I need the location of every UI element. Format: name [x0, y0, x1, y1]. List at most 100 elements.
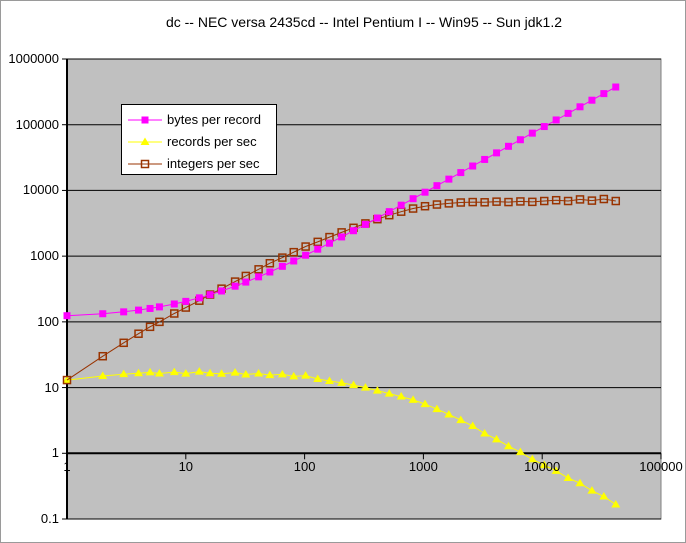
data-point-marker — [145, 322, 155, 332]
data-point-marker — [337, 378, 347, 386]
legend-marker-shape — [140, 159, 150, 168]
legend-label-bytes-per-record: bytes per record — [167, 112, 261, 127]
data-point-marker — [265, 258, 275, 268]
data-point-marker — [408, 204, 418, 213]
data-point-marker — [254, 265, 263, 274]
data-point-marker — [492, 197, 501, 206]
data-point-marker — [373, 214, 381, 222]
data-point-marker — [504, 197, 513, 207]
data-point-marker — [360, 383, 370, 391]
data-point-marker — [384, 389, 394, 397]
data-point-marker — [217, 369, 227, 377]
data-point-marker — [468, 421, 478, 430]
data-point-marker — [134, 368, 144, 377]
data-point-marker — [396, 392, 406, 400]
data-point-marker — [98, 371, 108, 379]
data-point-marker — [587, 486, 597, 494]
data-point-marker — [492, 434, 502, 443]
legend-label-records-per-sec: records per sec — [167, 134, 257, 149]
data-point-marker — [120, 308, 128, 316]
data-point-marker — [599, 194, 609, 204]
data-point-marker — [444, 409, 454, 418]
legend-row-integers-per-sec: integers per sec — [128, 153, 276, 174]
data-point-marker — [119, 369, 129, 378]
x-axis-tick-label: 10 — [178, 459, 194, 475]
data-point-marker — [289, 247, 298, 257]
data-point-marker — [551, 195, 561, 205]
data-point-marker — [612, 83, 620, 91]
legend-row-records-per-sec: records per sec — [128, 131, 276, 152]
data-point-marker — [146, 304, 154, 312]
x-axis-tick-label: 1000 — [408, 459, 438, 475]
data-point-marker — [432, 200, 442, 209]
data-point-marker — [181, 369, 191, 377]
data-point-marker — [420, 201, 430, 211]
data-point-marker — [254, 368, 264, 377]
data-point-marker — [301, 242, 310, 251]
data-point-marker — [527, 454, 537, 463]
legend-marker-shape — [141, 116, 149, 123]
data-point-marker — [314, 245, 322, 253]
data-point-marker — [155, 317, 164, 327]
data-point-marker — [551, 466, 561, 474]
data-point-marker — [349, 380, 359, 389]
data-point-marker — [575, 478, 585, 487]
data-point-marker — [445, 175, 453, 183]
data-point-marker — [350, 227, 358, 235]
data-point-marker — [469, 162, 477, 170]
data-point-marker — [194, 367, 204, 375]
data-point-marker — [408, 395, 418, 403]
legend-label-integers-per-sec: integers per sec — [167, 156, 260, 171]
data-point-marker — [277, 369, 287, 378]
data-point-marker — [444, 199, 454, 208]
data-point-marker — [599, 491, 609, 500]
axes — [62, 58, 662, 520]
data-point-marker — [170, 309, 179, 318]
data-point-marker — [230, 368, 240, 376]
data-point-marker — [99, 310, 107, 318]
data-point-marker — [302, 251, 310, 259]
data-point-marker — [155, 303, 163, 311]
legend-row-bytes-per-record: bytes per record — [128, 109, 276, 130]
data-point-marker — [397, 201, 405, 209]
data-point-marker — [515, 447, 525, 456]
data-point-marker — [588, 96, 596, 104]
series-line — [66, 198, 616, 381]
data-point-marker — [278, 253, 287, 262]
data-point-marker — [587, 196, 597, 205]
data-point-marker — [63, 312, 71, 320]
x-axis-tick-label: 1 — [63, 459, 71, 475]
data-point-marker — [361, 220, 369, 228]
data-point-marker — [241, 370, 251, 378]
data-point-marker — [182, 297, 190, 305]
data-point-marker — [563, 196, 573, 206]
data-point-marker — [503, 441, 513, 450]
legend: bytes per record records per sec integer… — [121, 104, 277, 175]
x-axis-tick-label: 100000 — [639, 459, 683, 475]
series-bytes-per-record — [63, 83, 620, 320]
data-point-marker — [456, 198, 466, 207]
data-point-marker — [231, 282, 239, 290]
data-point-marker — [62, 375, 72, 385]
data-point-marker — [563, 473, 573, 482]
data-point-marker — [481, 155, 489, 163]
data-point-marker — [154, 368, 164, 377]
y-axis-tick-label: 1000 — [30, 248, 59, 264]
data-point-marker — [372, 386, 382, 394]
data-point-marker — [421, 188, 429, 196]
data-point-marker — [611, 196, 621, 206]
data-point-marker — [218, 287, 226, 295]
data-point-marker — [255, 273, 263, 281]
x-axis-tick-label: 100 — [293, 459, 316, 475]
x-axis-tick-label: 10000 — [524, 459, 561, 475]
y-axis-tick-label: 100000 — [15, 116, 59, 132]
y-axis-tick-label: 0.1 — [40, 511, 59, 526]
y-axis-tick-label: 1 — [51, 445, 59, 461]
legend-marker-records-per-sec — [128, 137, 162, 145]
data-point-marker — [432, 404, 442, 413]
data-point-marker — [409, 195, 417, 203]
series-integers-per-sec — [62, 194, 621, 385]
data-point-marker — [313, 237, 322, 247]
data-point-marker — [480, 198, 489, 207]
data-point-marker — [480, 429, 490, 437]
